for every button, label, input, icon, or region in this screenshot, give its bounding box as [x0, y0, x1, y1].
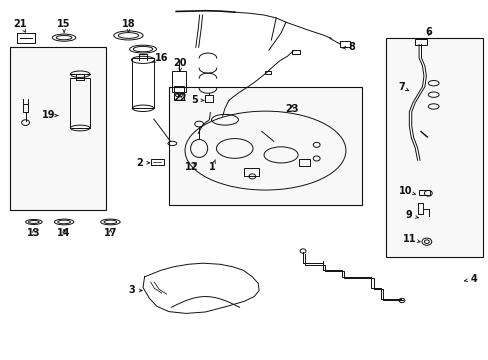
Bar: [265, 71, 271, 74]
Text: 10: 10: [398, 186, 414, 197]
Bar: [385, 39, 483, 257]
Text: 19: 19: [41, 111, 58, 121]
Text: 9: 9: [405, 210, 418, 220]
Bar: [70, 78, 90, 128]
Bar: [151, 159, 163, 165]
Bar: [174, 86, 183, 100]
Text: 7: 7: [397, 82, 407, 92]
Text: 8: 8: [342, 42, 354, 52]
Text: 20: 20: [173, 58, 186, 71]
Bar: [339, 41, 349, 46]
Bar: [168, 87, 361, 205]
Text: 6: 6: [425, 27, 431, 37]
Bar: [205, 95, 212, 102]
Text: 3: 3: [128, 285, 142, 296]
Bar: [414, 40, 426, 45]
Bar: [299, 159, 309, 166]
Text: 12: 12: [185, 162, 198, 172]
Text: 5: 5: [191, 95, 203, 105]
Text: 13: 13: [27, 228, 41, 238]
Bar: [417, 203, 423, 214]
Text: 15: 15: [57, 19, 71, 32]
Text: 22: 22: [173, 93, 186, 103]
Text: 2: 2: [136, 158, 149, 168]
Text: 16: 16: [152, 53, 168, 63]
Text: 21: 21: [14, 19, 27, 32]
Text: 14: 14: [57, 228, 71, 238]
Bar: [132, 58, 154, 108]
Bar: [418, 190, 429, 195]
Text: 1: 1: [209, 160, 216, 172]
Text: 4: 4: [464, 274, 476, 284]
Bar: [244, 168, 259, 176]
Bar: [292, 50, 299, 54]
Bar: [10, 47, 105, 211]
Bar: [172, 71, 185, 92]
Text: 17: 17: [103, 228, 117, 238]
Text: 23: 23: [285, 104, 299, 114]
Text: 11: 11: [402, 234, 419, 244]
Text: 18: 18: [122, 19, 135, 32]
